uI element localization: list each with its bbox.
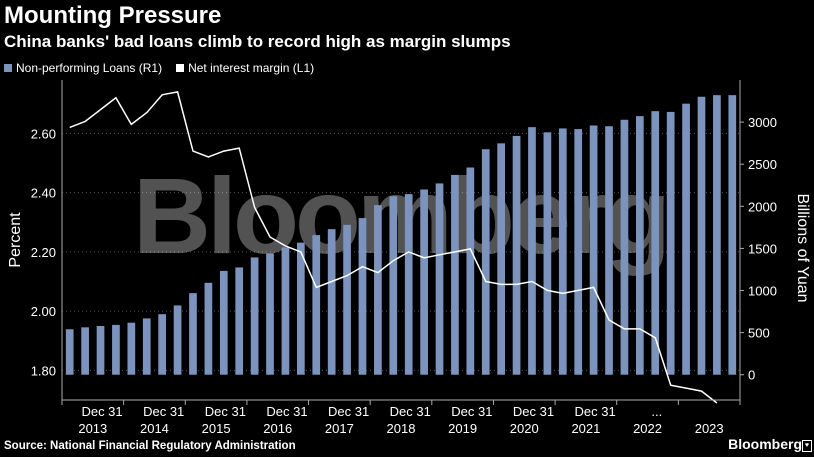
right-tick-label: 0: [748, 368, 755, 383]
npl-bar: [173, 305, 182, 375]
year-label: 2017: [325, 421, 354, 436]
npl-bar: [81, 327, 89, 375]
right-tick-label: 2500: [748, 157, 777, 172]
npl-bar: [312, 235, 321, 375]
npl-bar: [404, 194, 413, 375]
npl-bar: [682, 103, 690, 375]
nim-line: [69, 91, 718, 404]
npl-bar: [435, 183, 444, 375]
left-tick-label: 2.20: [31, 245, 56, 260]
year-label: 2019: [448, 421, 477, 436]
year-label: 2016: [263, 421, 292, 436]
left-tick-label: 1.80: [31, 363, 56, 378]
right-tick-label: 500: [748, 326, 770, 341]
npl-bar: [512, 135, 521, 375]
legend-label-nim: Net interest margin (L1): [188, 61, 315, 75]
left-tick-label: 2.00: [31, 304, 56, 319]
npl-bar: [112, 324, 120, 375]
year-label: 2015: [202, 421, 231, 436]
left-tick-label: 2.40: [31, 186, 56, 201]
right-tick-label: 1500: [748, 241, 777, 256]
npl-bar: [651, 111, 660, 375]
legend: Non-performing Loans (R1) Net interest m…: [4, 61, 314, 75]
year-label: 2020: [510, 421, 539, 436]
npl-bar: [358, 218, 367, 375]
npl-bar: [158, 314, 167, 375]
legend-swatch-npl: [4, 64, 12, 72]
npl-bar: [96, 325, 105, 375]
npl-bar: [65, 329, 74, 375]
right-tick-label: 1000: [748, 284, 777, 299]
npl-bar: [635, 116, 644, 375]
npl-bar: [281, 247, 290, 375]
x-tick-label: ...: [651, 404, 662, 419]
npl-bar: [142, 318, 151, 375]
left-tick-label: 2.60: [31, 126, 56, 141]
year-label: 2018: [387, 421, 416, 436]
x-tick-label: Dec 31: [81, 404, 122, 419]
right-axis-label: Billions of Yuan: [794, 193, 811, 302]
npl-bar: [481, 149, 490, 375]
npl-bar: [543, 132, 552, 375]
x-tick-label: Dec 31: [205, 404, 246, 419]
right-tick-label: 2000: [748, 199, 777, 214]
year-label: 2014: [140, 421, 169, 436]
npl-bar: [250, 257, 259, 375]
npl-bar: [219, 270, 228, 375]
right-tick-label: 3000: [748, 115, 777, 130]
year-label: 2023: [695, 421, 724, 436]
source-note: Source: National Financial Regulatory Ad…: [4, 440, 296, 452]
left-axis-label: Percent: [7, 212, 24, 268]
npl-bar: [374, 205, 382, 375]
bloomberg-watermark: Bloomberg: [133, 155, 667, 276]
x-tick-label: Dec 31: [390, 404, 431, 419]
x-tick-label: Dec 31: [328, 404, 369, 419]
npl-bar: [127, 322, 136, 375]
npl-bar: [235, 267, 244, 375]
chart-title: Mounting Pressure: [4, 2, 222, 29]
npl-bar: [620, 119, 629, 375]
bloomberg-icon: ♥: [802, 440, 812, 452]
npl-bar: [343, 224, 351, 375]
npl-bar: [466, 167, 475, 375]
npl-bar: [528, 127, 536, 375]
year-label: 2022: [633, 421, 662, 436]
x-tick-label: Dec 31: [513, 404, 554, 419]
npl-bar: [697, 96, 706, 375]
legend-swatch-nim: [176, 64, 185, 72]
npl-bar: [558, 128, 567, 375]
npl-bar: [713, 95, 721, 375]
year-label: 2021: [571, 421, 600, 436]
year-label: 2013: [78, 421, 107, 436]
x-tick-label: Dec 31: [143, 404, 184, 419]
npl-bar: [666, 111, 675, 375]
npl-bar: [728, 95, 737, 375]
npl-bar: [204, 282, 213, 375]
npl-bar: [327, 229, 336, 375]
npl-bar: [589, 125, 598, 375]
x-tick-label: Dec 31: [575, 404, 616, 419]
npl-bar: [451, 174, 459, 375]
x-tick-label: Dec 31: [451, 404, 492, 419]
chart-subtitle: China banks' bad loans climb to record h…: [4, 32, 511, 51]
legend-label-npl: Non-performing Loans (R1): [16, 61, 163, 75]
npl-bar: [189, 293, 197, 375]
npl-bar: [296, 242, 305, 375]
npl-bar: [574, 129, 583, 375]
npl-bar: [605, 126, 613, 375]
npl-bar: [266, 253, 274, 375]
brand-logo: Bloomberg: [728, 436, 802, 452]
npl-bar: [420, 189, 428, 375]
npl-bar: [389, 196, 398, 375]
x-tick-label: Dec 31: [266, 404, 307, 419]
npl-bar: [497, 143, 506, 375]
